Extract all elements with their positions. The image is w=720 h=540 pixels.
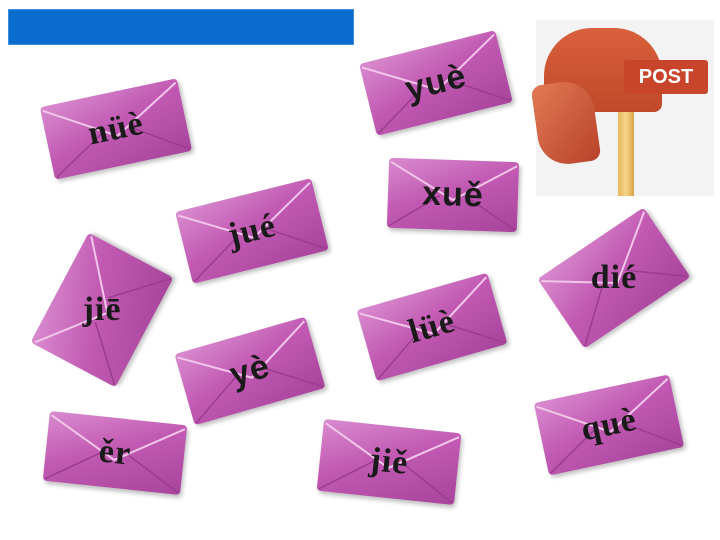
envelope-lue[interactable]: lüè [356, 272, 508, 382]
envelope-ye[interactable]: yè [174, 316, 326, 426]
envelope-flap-icon [361, 33, 511, 134]
pinyin-label: jiē [82, 291, 122, 328]
envelope-flap-icon [388, 160, 518, 231]
envelope-die[interactable]: dié [537, 207, 691, 349]
envelope-jue[interactable]: jué [175, 178, 329, 284]
pinyin-label: dié [590, 259, 638, 296]
envelope-flap-icon [177, 320, 324, 424]
pinyin-label: xuě [421, 174, 485, 215]
envelope-flap-icon [42, 81, 191, 178]
envelope-flap-icon [536, 378, 683, 474]
title-bar [8, 9, 354, 45]
envelope-flap-icon [318, 422, 460, 504]
envelope-jie3[interactable]: jiě [316, 418, 462, 506]
mailbox-pole [618, 98, 634, 196]
envelope-flap-icon [541, 211, 688, 347]
envelope-flap-icon [34, 236, 172, 385]
mailbox-image[interactable]: POST [530, 20, 714, 196]
envelope-xue[interactable]: xuě [386, 157, 520, 233]
post-sign: POST [624, 60, 708, 94]
envelope-que[interactable]: què [533, 374, 685, 476]
envelope-yue[interactable]: yuè [359, 30, 513, 136]
envelope-flap-icon [177, 181, 327, 282]
envelope-flap-icon [359, 276, 506, 380]
envelope-nue[interactable]: nüè [39, 78, 193, 180]
envelope-flap-icon [44, 414, 186, 494]
envelope-er[interactable]: ěr [42, 410, 188, 496]
envelope-jie1[interactable]: jiē [30, 232, 174, 388]
